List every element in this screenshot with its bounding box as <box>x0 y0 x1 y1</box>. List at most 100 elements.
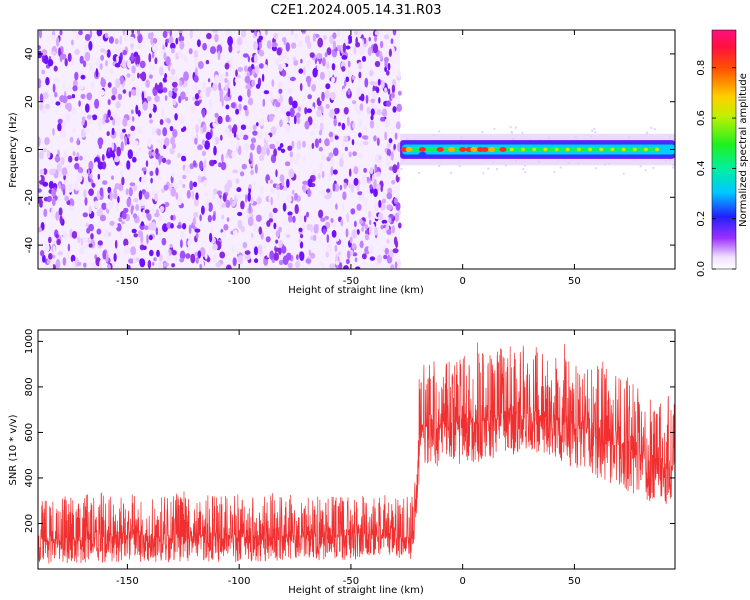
noise-blob <box>305 60 310 69</box>
noise-blob <box>368 244 374 254</box>
noise-blob <box>342 42 347 53</box>
noise-blob <box>140 198 146 207</box>
noise-blob <box>185 253 191 259</box>
noise-blob <box>182 126 187 132</box>
noise-blob <box>149 113 152 119</box>
noise-blob <box>169 147 175 155</box>
noise-blob <box>396 103 403 112</box>
snr-series <box>38 342 675 565</box>
noise-blob <box>194 100 200 107</box>
heatmap-ylabel: Frequency (Hz) <box>8 112 19 188</box>
line-frame <box>37 329 676 570</box>
faint-speck <box>438 165 441 167</box>
noise-blob <box>258 118 265 127</box>
noise-blob <box>257 129 263 140</box>
noise-blob <box>61 167 68 176</box>
noise-blob <box>157 261 164 269</box>
noise-blob <box>397 70 401 79</box>
noise-blob <box>379 40 384 49</box>
noise-blob <box>107 231 112 237</box>
noise-blob <box>76 230 80 238</box>
noise-blob <box>43 91 49 99</box>
noise-blob <box>383 34 390 40</box>
faint-speck <box>521 131 524 134</box>
heatmap-ytick-label: -20 <box>24 189 35 205</box>
noise-blob <box>229 57 233 66</box>
noise-blob <box>212 159 217 165</box>
noise-blob <box>172 129 178 138</box>
noise-blob <box>326 244 333 254</box>
noise-blob <box>190 253 196 264</box>
noise-blob <box>283 186 288 191</box>
noise-blob <box>128 258 134 264</box>
noise-blob <box>55 101 61 106</box>
line-ytick-label: 1000 <box>24 329 35 354</box>
noise-blob <box>148 101 154 111</box>
noise-blob <box>111 142 115 151</box>
noise-blob <box>205 87 211 98</box>
noise-blob <box>171 142 176 149</box>
noise-blob <box>88 188 94 196</box>
noise-blob <box>289 107 295 118</box>
noise-blob <box>319 122 324 132</box>
noise-blob <box>199 214 202 222</box>
noise-blob <box>90 82 95 90</box>
noise-blob <box>292 189 295 195</box>
noise-blob <box>235 69 238 77</box>
noise-blob <box>273 32 279 40</box>
noise-blob <box>58 207 63 216</box>
noise-blob <box>252 130 258 136</box>
noise-blob <box>318 172 321 180</box>
noise-blob <box>193 211 199 219</box>
noise-blob <box>278 88 283 94</box>
noise-blob <box>342 191 347 200</box>
noise-blob <box>221 153 224 163</box>
noise-blob <box>154 57 158 65</box>
noise-blob <box>155 167 159 176</box>
noise-blob <box>238 95 243 102</box>
noise-blob <box>382 227 387 234</box>
noise-blob <box>332 40 337 50</box>
noise-blob <box>363 141 369 146</box>
noise-blob <box>386 229 392 235</box>
noise-blob <box>379 51 383 60</box>
noise-blob <box>44 243 50 253</box>
noise-blob <box>179 258 185 263</box>
noise-blob <box>145 79 150 88</box>
noise-blob <box>232 229 238 236</box>
noise-blob <box>359 139 364 148</box>
noise-blob <box>111 86 118 96</box>
noise-blob <box>321 190 326 196</box>
noise-blob <box>278 226 282 233</box>
noise-blob <box>57 251 63 256</box>
noise-blob <box>232 266 238 269</box>
noise-blob <box>150 36 154 46</box>
line-xtick-label: 0 <box>459 576 465 587</box>
noise-blob <box>378 97 381 104</box>
noise-blob <box>307 187 311 198</box>
noise-blob <box>225 71 229 77</box>
noise-blob <box>100 54 104 61</box>
noise-blob <box>82 237 89 244</box>
noise-blob <box>140 71 147 82</box>
noise-blob <box>193 75 199 83</box>
noise-blob <box>189 163 194 170</box>
noise-blob <box>321 155 327 160</box>
noise-blob <box>237 130 244 140</box>
noise-blob <box>60 156 65 166</box>
noise-blob <box>169 125 174 132</box>
noise-blob <box>197 89 201 95</box>
noise-blob <box>305 258 312 264</box>
noise-blob <box>317 37 324 48</box>
noise-blob <box>293 115 297 125</box>
noise-blob <box>164 95 168 101</box>
heatmap-cells <box>38 30 675 269</box>
noise-blob <box>72 30 77 35</box>
line-xtick-label: -50 <box>343 576 359 587</box>
noise-blob <box>119 75 125 85</box>
noise-blob <box>184 96 189 102</box>
noise-blob <box>219 251 226 259</box>
faint-speck <box>458 165 461 168</box>
noise-blob <box>156 128 162 136</box>
noise-blob <box>378 199 382 208</box>
